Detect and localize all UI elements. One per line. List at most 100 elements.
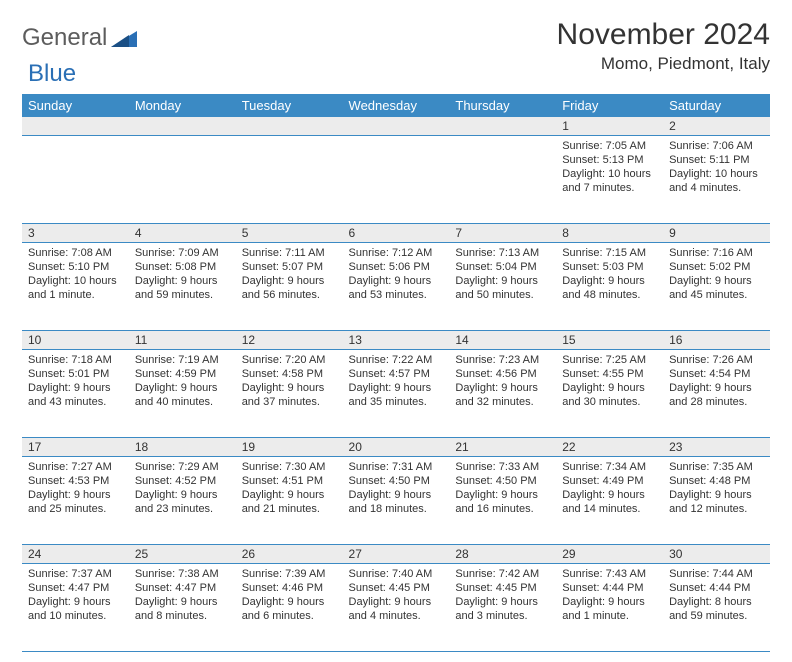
day-number: 16: [663, 331, 770, 349]
location: Momo, Piedmont, Italy: [557, 54, 770, 74]
day-number: 24: [22, 545, 129, 563]
day-content-cell: Sunrise: 7:08 AMSunset: 5:10 PMDaylight:…: [22, 243, 129, 331]
calendar-daynum-row: 3456789: [22, 224, 770, 243]
day-number: 11: [129, 331, 236, 349]
day-number-cell: 12: [236, 331, 343, 350]
day-content-cell: Sunrise: 7:43 AMSunset: 4:44 PMDaylight:…: [556, 564, 663, 652]
day-details: Sunrise: 7:33 AMSunset: 4:50 PMDaylight:…: [449, 457, 556, 520]
calendar-content-row: Sunrise: 7:08 AMSunset: 5:10 PMDaylight:…: [22, 243, 770, 331]
day-content-cell: Sunrise: 7:30 AMSunset: 4:51 PMDaylight:…: [236, 457, 343, 545]
day-number: 21: [449, 438, 556, 456]
day-number: 28: [449, 545, 556, 563]
day-content-cell: Sunrise: 7:38 AMSunset: 4:47 PMDaylight:…: [129, 564, 236, 652]
day-number-cell: 16: [663, 331, 770, 350]
logo-triangle-icon: [111, 25, 137, 52]
day-content-cell: Sunrise: 7:27 AMSunset: 4:53 PMDaylight:…: [22, 457, 129, 545]
day-content-cell: Sunrise: 7:18 AMSunset: 5:01 PMDaylight:…: [22, 350, 129, 438]
weekday-header: Saturday: [663, 94, 770, 117]
logo-text-general: General: [22, 24, 107, 52]
day-number-cell: 3: [22, 224, 129, 243]
day-details: Sunrise: 7:06 AMSunset: 5:11 PMDaylight:…: [663, 136, 770, 199]
day-number: 17: [22, 438, 129, 456]
day-details: Sunrise: 7:30 AMSunset: 4:51 PMDaylight:…: [236, 457, 343, 520]
day-number: 20: [343, 438, 450, 456]
logo: General: [22, 24, 139, 52]
day-number: 9: [663, 224, 770, 242]
day-number: 27: [343, 545, 450, 563]
day-number-cell: 17: [22, 438, 129, 457]
day-content-cell: [129, 136, 236, 224]
day-number-cell: 29: [556, 545, 663, 564]
calendar-content-row: Sunrise: 7:27 AMSunset: 4:53 PMDaylight:…: [22, 457, 770, 545]
day-content-cell: Sunrise: 7:25 AMSunset: 4:55 PMDaylight:…: [556, 350, 663, 438]
day-content-cell: Sunrise: 7:09 AMSunset: 5:08 PMDaylight:…: [129, 243, 236, 331]
day-number-cell: 27: [343, 545, 450, 564]
day-content-cell: Sunrise: 7:29 AMSunset: 4:52 PMDaylight:…: [129, 457, 236, 545]
day-number-cell: 14: [449, 331, 556, 350]
day-details: Sunrise: 7:42 AMSunset: 4:45 PMDaylight:…: [449, 564, 556, 627]
day-content-cell: Sunrise: 7:23 AMSunset: 4:56 PMDaylight:…: [449, 350, 556, 438]
calendar-daynum-row: 10111213141516: [22, 331, 770, 350]
day-content-cell: Sunrise: 7:44 AMSunset: 4:44 PMDaylight:…: [663, 564, 770, 652]
day-number-cell: 25: [129, 545, 236, 564]
day-details: Sunrise: 7:38 AMSunset: 4:47 PMDaylight:…: [129, 564, 236, 627]
day-content-cell: Sunrise: 7:26 AMSunset: 4:54 PMDaylight:…: [663, 350, 770, 438]
day-details: Sunrise: 7:09 AMSunset: 5:08 PMDaylight:…: [129, 243, 236, 306]
calendar-content-row: Sunrise: 7:05 AMSunset: 5:13 PMDaylight:…: [22, 136, 770, 224]
day-details: Sunrise: 7:27 AMSunset: 4:53 PMDaylight:…: [22, 457, 129, 520]
day-details: Sunrise: 7:16 AMSunset: 5:02 PMDaylight:…: [663, 243, 770, 306]
day-number: 10: [22, 331, 129, 349]
month-title: November 2024: [557, 18, 770, 52]
day-number-cell: 13: [343, 331, 450, 350]
day-number-cell: [343, 117, 450, 136]
weekday-header: Thursday: [449, 94, 556, 117]
day-number: 5: [236, 224, 343, 242]
day-number-cell: 18: [129, 438, 236, 457]
day-content-cell: [236, 136, 343, 224]
day-number-cell: 9: [663, 224, 770, 243]
day-number: 1: [556, 117, 663, 135]
day-number: 12: [236, 331, 343, 349]
weekday-header: Sunday: [22, 94, 129, 117]
day-details: Sunrise: 7:43 AMSunset: 4:44 PMDaylight:…: [556, 564, 663, 627]
day-number: 25: [129, 545, 236, 563]
day-number: 30: [663, 545, 770, 563]
weekday-header: Wednesday: [343, 94, 450, 117]
day-number: 18: [129, 438, 236, 456]
day-content-cell: Sunrise: 7:20 AMSunset: 4:58 PMDaylight:…: [236, 350, 343, 438]
day-content-cell: Sunrise: 7:33 AMSunset: 4:50 PMDaylight:…: [449, 457, 556, 545]
day-number-cell: [22, 117, 129, 136]
day-number: 29: [556, 545, 663, 563]
day-number-cell: 1: [556, 117, 663, 136]
calendar-table: SundayMondayTuesdayWednesdayThursdayFrid…: [22, 94, 770, 652]
day-number: 7: [449, 224, 556, 242]
day-content-cell: Sunrise: 7:06 AMSunset: 5:11 PMDaylight:…: [663, 136, 770, 224]
day-content-cell: Sunrise: 7:39 AMSunset: 4:46 PMDaylight:…: [236, 564, 343, 652]
weekday-header: Tuesday: [236, 94, 343, 117]
day-content-cell: Sunrise: 7:40 AMSunset: 4:45 PMDaylight:…: [343, 564, 450, 652]
day-details: Sunrise: 7:35 AMSunset: 4:48 PMDaylight:…: [663, 457, 770, 520]
day-number: 26: [236, 545, 343, 563]
day-number: 14: [449, 331, 556, 349]
day-details: Sunrise: 7:23 AMSunset: 4:56 PMDaylight:…: [449, 350, 556, 413]
title-block: November 2024 Momo, Piedmont, Italy: [557, 18, 770, 74]
calendar-daynum-row: 12: [22, 117, 770, 136]
calendar-content-row: Sunrise: 7:18 AMSunset: 5:01 PMDaylight:…: [22, 350, 770, 438]
day-details: Sunrise: 7:37 AMSunset: 4:47 PMDaylight:…: [22, 564, 129, 627]
day-content-cell: [22, 136, 129, 224]
day-number-cell: 11: [129, 331, 236, 350]
calendar-daynum-row: 17181920212223: [22, 438, 770, 457]
day-number-cell: 28: [449, 545, 556, 564]
day-details: Sunrise: 7:12 AMSunset: 5:06 PMDaylight:…: [343, 243, 450, 306]
day-number-cell: 7: [449, 224, 556, 243]
day-content-cell: Sunrise: 7:31 AMSunset: 4:50 PMDaylight:…: [343, 457, 450, 545]
day-number-cell: 22: [556, 438, 663, 457]
day-number: 22: [556, 438, 663, 456]
calendar-daynum-row: 24252627282930: [22, 545, 770, 564]
day-details: Sunrise: 7:29 AMSunset: 4:52 PMDaylight:…: [129, 457, 236, 520]
day-content-cell: Sunrise: 7:13 AMSunset: 5:04 PMDaylight:…: [449, 243, 556, 331]
day-number: 19: [236, 438, 343, 456]
day-number-cell: [129, 117, 236, 136]
calendar-content-row: Sunrise: 7:37 AMSunset: 4:47 PMDaylight:…: [22, 564, 770, 652]
day-number-cell: 21: [449, 438, 556, 457]
